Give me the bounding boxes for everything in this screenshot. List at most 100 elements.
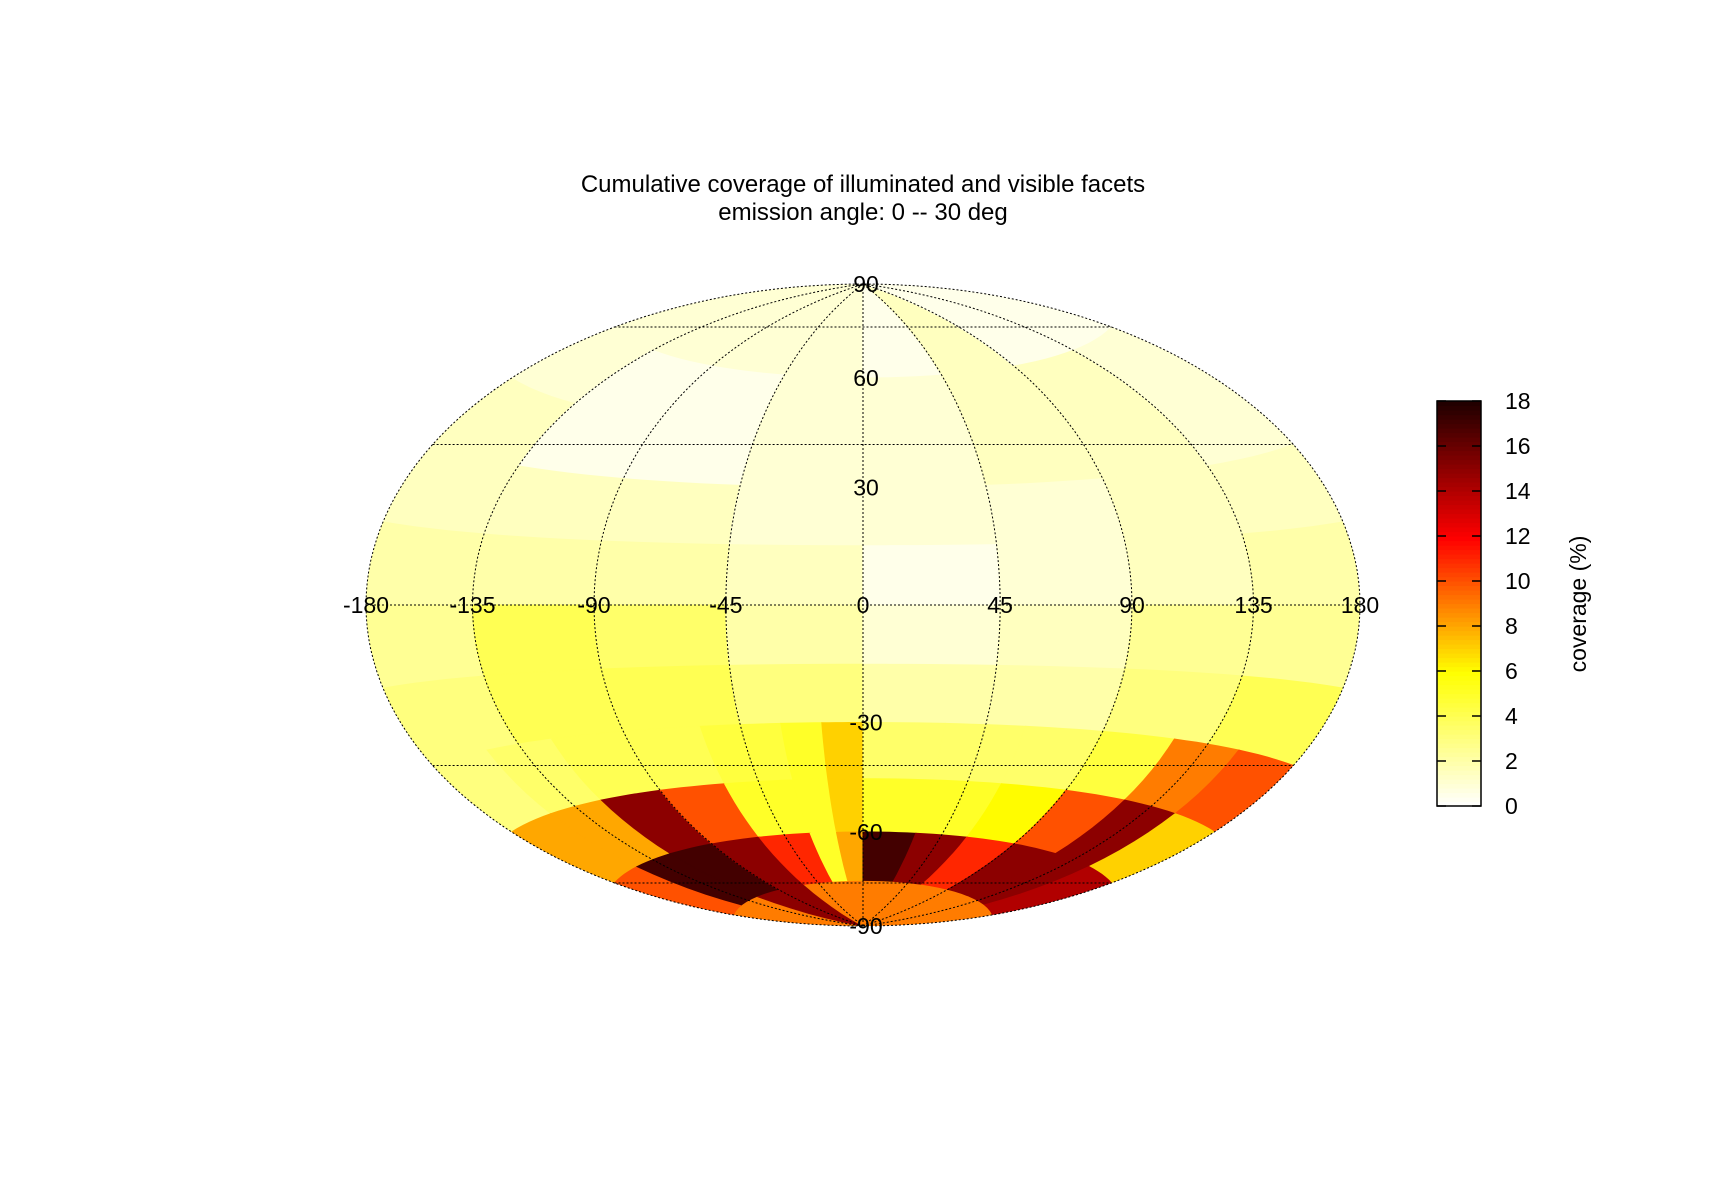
colorbar-segment <box>1437 783 1481 789</box>
colorbar-segment <box>1437 405 1481 411</box>
colorbar-segment <box>1437 675 1481 681</box>
map-cell <box>862 427 987 489</box>
colorbar-segment <box>1437 468 1481 474</box>
colorbar-segment <box>1437 680 1481 686</box>
x-tick-label: -45 <box>709 592 742 618</box>
colorbar-segment <box>1437 572 1481 578</box>
x-tick-label: 0 <box>857 592 870 618</box>
map-cell <box>600 664 741 732</box>
colorbar-segment <box>1437 603 1481 609</box>
map-outline <box>365 283 1361 927</box>
chart-title: Cumulative coverage of illuminated and v… <box>581 171 1145 198</box>
meridian-line <box>725 283 864 927</box>
colorbar-segment <box>1437 432 1481 438</box>
colorbar-segment <box>1437 441 1481 447</box>
colorbar-segment <box>1437 554 1481 560</box>
map-cell <box>728 484 864 547</box>
colorbar-segment <box>1437 545 1481 551</box>
colorbar-segment <box>1437 509 1481 515</box>
map-cell <box>862 604 1001 666</box>
colorbar-segment <box>1437 608 1481 614</box>
colorbar-segment <box>1437 540 1481 546</box>
colorbar-tick-label: 0 <box>1505 793 1518 819</box>
colorbar-segment <box>1437 797 1481 803</box>
colorbar-label: coverage (%) <box>1565 536 1591 673</box>
colorbar-segment <box>1437 761 1481 767</box>
colorbar-segment <box>1437 639 1481 645</box>
map-cell <box>600 478 741 546</box>
colorbar-segment <box>1437 671 1481 677</box>
colorbar-segment <box>1437 743 1481 749</box>
colorbar-segment <box>1437 648 1481 654</box>
colorbar-segment <box>1437 491 1481 497</box>
colorbar-segment <box>1437 590 1481 596</box>
map-cell <box>725 604 864 666</box>
y-tick-label: 30 <box>853 475 879 501</box>
colorbar-segment <box>1437 437 1481 443</box>
colorbar-segment <box>1437 617 1481 623</box>
colorbar-segment <box>1437 585 1481 591</box>
colorbar-segment <box>1437 495 1481 501</box>
colorbar-tick-label: 4 <box>1505 703 1518 729</box>
colorbar-segment <box>1437 644 1481 650</box>
colorbar-segment <box>1437 734 1481 740</box>
colorbar-segment <box>1437 518 1481 524</box>
colorbar-segment <box>1437 446 1481 452</box>
colorbar-segment <box>1437 635 1481 641</box>
map-cells <box>366 284 1360 926</box>
colorbar-segment <box>1437 522 1481 528</box>
meridian-line <box>862 283 1001 927</box>
map-cell <box>725 544 864 606</box>
colorbar: 0 2 4 6 8 10 12 14 16 18 coverage (%) <box>1436 388 1591 819</box>
x-tick-label: 45 <box>987 592 1013 618</box>
colorbar-segment <box>1437 419 1481 425</box>
colorbar-segment <box>1437 684 1481 690</box>
map-cell <box>985 664 1126 732</box>
y-tick-label: -30 <box>849 710 882 736</box>
colorbar-segment <box>1437 504 1481 510</box>
colorbar-segment <box>1437 747 1481 753</box>
colorbar-segment <box>1437 459 1481 465</box>
colorbar-tick-label: 10 <box>1505 568 1531 594</box>
map-cell <box>739 427 864 489</box>
colorbar-segment <box>1437 455 1481 461</box>
colorbar-segment <box>1437 725 1481 731</box>
meridian-line <box>862 283 1255 927</box>
colorbar-segment <box>1437 423 1481 429</box>
colorbar-segment <box>1437 576 1481 582</box>
colorbar-segment <box>1437 567 1481 573</box>
colorbar-segment <box>1437 464 1481 470</box>
colorbar-segment <box>1437 801 1481 807</box>
x-tick-label: 180 <box>1341 592 1379 618</box>
colorbar-segment <box>1437 689 1481 695</box>
colorbar-segment <box>1437 536 1481 542</box>
colorbar-segment <box>1437 486 1481 492</box>
colorbar-segment <box>1437 770 1481 776</box>
colorbar-segment <box>1437 711 1481 717</box>
colorbar-segment <box>1437 482 1481 488</box>
map-cell <box>862 544 1001 606</box>
colorbar-segment <box>1437 477 1481 483</box>
map-cell <box>862 663 998 726</box>
x-tick-label: -90 <box>577 592 610 618</box>
x-tick-label: -135 <box>449 592 495 618</box>
colorbar-segment <box>1437 531 1481 537</box>
colorbar-segment <box>1437 428 1481 434</box>
colorbar-segment <box>1437 720 1481 726</box>
x-tick-label: 90 <box>1119 592 1145 618</box>
colorbar-segment <box>1437 698 1481 704</box>
colorbar-segment <box>1437 500 1481 506</box>
chart-subtitle: emission angle: 0 -- 30 deg <box>718 199 1008 226</box>
colorbar-segment <box>1437 513 1481 519</box>
colorbar-segment <box>1437 626 1481 632</box>
colorbar-segment <box>1437 756 1481 762</box>
meridian-line <box>471 283 864 927</box>
y-tick-label: 90 <box>853 271 879 297</box>
colorbar-segment <box>1437 788 1481 794</box>
x-tick-label: -180 <box>343 592 389 618</box>
colorbar-tick-label: 6 <box>1505 658 1518 684</box>
colorbar-segment <box>1437 774 1481 780</box>
colorbar-segment <box>1437 752 1481 758</box>
colorbar-segment <box>1437 729 1481 735</box>
